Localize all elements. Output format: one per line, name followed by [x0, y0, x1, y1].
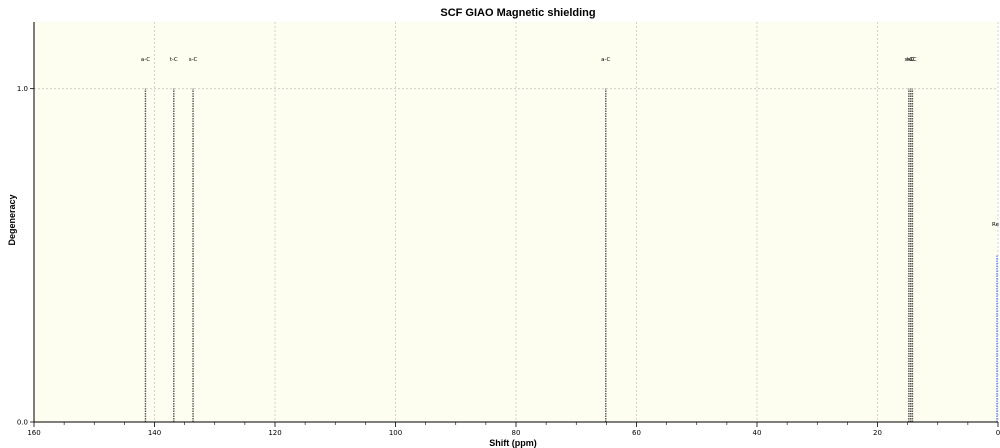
peaks: a-C t-C s-C a-C s-Ct-Cs-CRe — [141, 57, 1000, 422]
peak-label: t-C — [170, 57, 178, 63]
peak-label: s-C — [189, 57, 198, 63]
chart-title: SCF GIAO Magnetic shielding — [440, 7, 595, 19]
reference-label: Re — [992, 222, 1000, 228]
axes: 160 140 120 100 80 60 40 20 0 0.0 1.0 — [17, 22, 1000, 437]
x-axis-label: Shift (ppm) — [489, 438, 537, 448]
x-tick-label: 160 — [27, 429, 40, 437]
x-tick-label: 20 — [873, 429, 882, 437]
peak-label: s-C — [904, 57, 913, 63]
x-tick-label: 120 — [268, 429, 281, 437]
y-tick-label: 0.0 — [17, 419, 28, 427]
x-tick-label: 40 — [753, 429, 762, 437]
y-axis-label: Degeneracy — [7, 194, 17, 245]
x-tick-label: 80 — [512, 429, 521, 437]
y-tick-label: 1.0 — [17, 85, 28, 93]
peak-label: a-C — [141, 57, 150, 63]
x-tick-label: 0 — [996, 429, 1000, 437]
x-tick-label: 140 — [148, 429, 161, 437]
peak-label: s-C — [908, 57, 917, 63]
peak-label: a-C — [601, 57, 610, 63]
peak-label: t-C — [907, 57, 915, 63]
x-tick-label: 60 — [632, 429, 641, 437]
x-tick-label: 100 — [389, 429, 402, 437]
